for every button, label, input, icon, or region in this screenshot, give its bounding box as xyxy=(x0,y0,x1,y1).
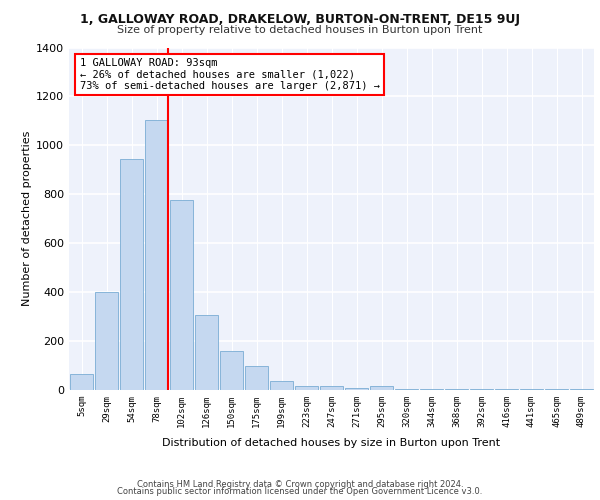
Text: Contains public sector information licensed under the Open Government Licence v3: Contains public sector information licen… xyxy=(118,487,482,496)
X-axis label: Distribution of detached houses by size in Burton upon Trent: Distribution of detached houses by size … xyxy=(163,438,500,448)
Bar xyxy=(70,374,93,390)
Bar xyxy=(95,292,118,390)
Bar xyxy=(345,388,368,390)
Bar xyxy=(120,159,143,390)
Bar xyxy=(220,351,243,390)
Bar xyxy=(320,386,343,390)
Y-axis label: Number of detached properties: Number of detached properties xyxy=(22,131,32,306)
Bar xyxy=(195,316,218,390)
Bar xyxy=(145,120,168,390)
Text: Contains HM Land Registry data © Crown copyright and database right 2024.: Contains HM Land Registry data © Crown c… xyxy=(137,480,463,489)
Bar xyxy=(295,386,318,390)
Text: Size of property relative to detached houses in Burton upon Trent: Size of property relative to detached ho… xyxy=(118,25,482,35)
Bar xyxy=(370,386,393,390)
Bar xyxy=(395,389,418,390)
Text: 1 GALLOWAY ROAD: 93sqm
← 26% of detached houses are smaller (1,022)
73% of semi-: 1 GALLOWAY ROAD: 93sqm ← 26% of detached… xyxy=(79,58,380,91)
Bar xyxy=(420,389,443,390)
Bar xyxy=(270,382,293,390)
Bar xyxy=(170,200,193,390)
Bar xyxy=(245,366,268,390)
Text: 1, GALLOWAY ROAD, DRAKELOW, BURTON-ON-TRENT, DE15 9UJ: 1, GALLOWAY ROAD, DRAKELOW, BURTON-ON-TR… xyxy=(80,12,520,26)
